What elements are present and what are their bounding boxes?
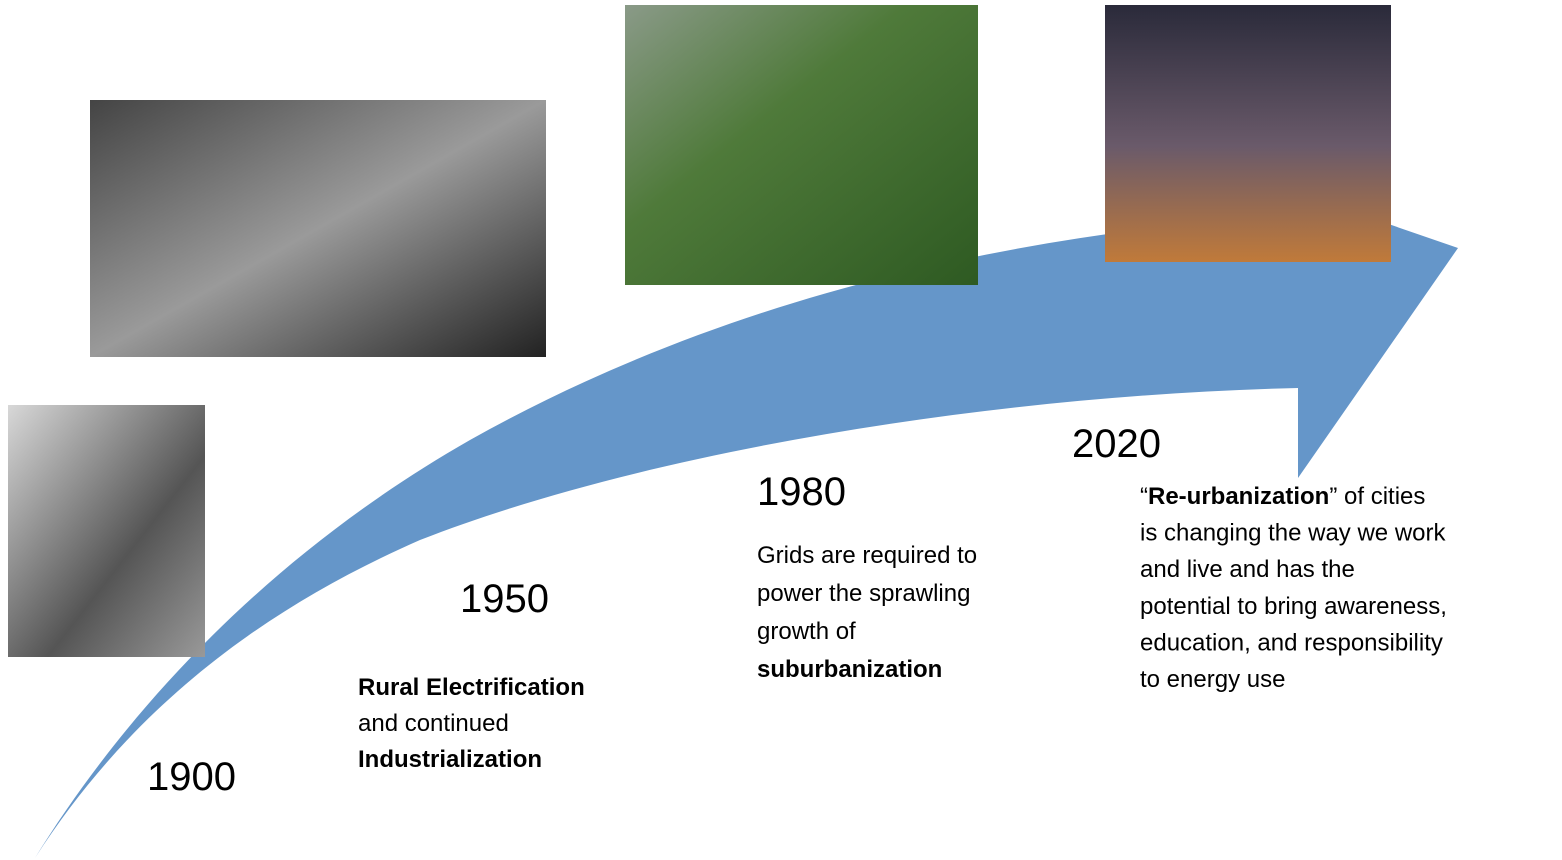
photo-factory [90, 100, 546, 357]
bold-text: suburbanization [757, 656, 942, 683]
text: is changing the way we work [1140, 520, 1446, 547]
text: to energy use [1140, 666, 1285, 693]
text: and continued [358, 710, 509, 737]
year-label: 1950 [460, 577, 549, 621]
slide: 1900 1950 Rural Electrification and continu… [0, 0, 1562, 860]
description-line: growth of [757, 618, 856, 645]
text: education, and responsibility [1140, 629, 1443, 656]
description-line: potential to bring awareness, [1140, 593, 1447, 620]
description-line: to energy use [1140, 666, 1285, 693]
description-line: Industrialization [358, 746, 542, 773]
text: Grids are required to [757, 542, 977, 569]
year-label: 1980 [757, 470, 846, 514]
description-line: power the sprawling [757, 580, 970, 607]
text: growth of [757, 618, 856, 645]
year-label: 2020 [1072, 422, 1161, 466]
description-line: “Re-urbanization” of cities [1140, 483, 1425, 510]
text: and live and has the [1140, 556, 1355, 583]
text: ” of cities [1329, 483, 1425, 510]
description-line: Rural Electrification [358, 674, 585, 701]
photo-edison [8, 405, 205, 657]
text: potential to bring awareness, [1140, 593, 1447, 620]
bold-text: Industrialization [358, 746, 542, 773]
photo-suburb [625, 5, 978, 285]
description-line: suburbanization [757, 656, 942, 683]
description-line: Grids are required to [757, 542, 977, 569]
text: “ [1140, 483, 1148, 510]
description-line: and continued [358, 710, 509, 737]
photo-city [1105, 5, 1391, 262]
description-line: is changing the way we work [1140, 520, 1446, 547]
text: power the sprawling [757, 580, 970, 607]
year-label: 1900 [147, 755, 236, 799]
description-line: and live and has the [1140, 556, 1355, 583]
description-line: education, and responsibility [1140, 629, 1443, 656]
bold-text: Rural Electrification [358, 674, 585, 701]
bold-text: Re-urbanization [1148, 483, 1329, 510]
